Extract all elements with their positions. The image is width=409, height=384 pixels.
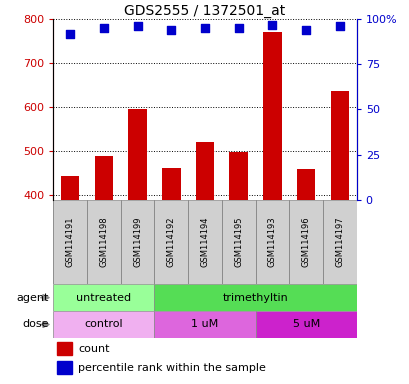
Title: GDS2555 / 1372501_at: GDS2555 / 1372501_at — [124, 4, 285, 18]
Text: 5 uM: 5 uM — [292, 319, 319, 329]
Bar — [162, 167, 180, 200]
Text: GSM114196: GSM114196 — [301, 217, 310, 267]
Bar — [154, 284, 356, 311]
Point — [302, 27, 309, 33]
Bar — [53, 311, 154, 338]
Bar — [94, 156, 113, 200]
Point — [134, 23, 141, 30]
Text: untreated: untreated — [76, 293, 131, 303]
Text: GSM114193: GSM114193 — [267, 217, 276, 267]
Bar — [188, 200, 221, 284]
Bar — [87, 200, 120, 284]
Bar — [61, 176, 79, 200]
Bar — [53, 284, 154, 311]
Bar — [154, 311, 255, 338]
Bar — [330, 91, 348, 200]
Bar — [128, 109, 146, 200]
Bar — [263, 32, 281, 200]
Text: GSM114195: GSM114195 — [234, 217, 243, 267]
Bar — [57, 361, 72, 374]
Bar — [195, 142, 214, 200]
Bar — [322, 200, 356, 284]
Bar — [289, 200, 322, 284]
Text: GSM114191: GSM114191 — [65, 217, 74, 267]
Text: percentile rank within the sample: percentile rank within the sample — [78, 363, 265, 373]
Text: 1 uM: 1 uM — [191, 319, 218, 329]
Bar — [296, 169, 315, 200]
Point — [336, 23, 342, 30]
Bar — [154, 200, 188, 284]
Text: dose: dose — [22, 319, 49, 329]
Bar — [255, 311, 356, 338]
Point — [100, 25, 107, 31]
Text: control: control — [84, 319, 123, 329]
Point — [268, 22, 275, 28]
Point — [201, 25, 208, 31]
Point — [168, 27, 174, 33]
Bar — [229, 152, 247, 200]
Bar — [255, 200, 289, 284]
Point — [235, 25, 241, 31]
Text: trimethyltin: trimethyltin — [222, 293, 288, 303]
Text: GSM114198: GSM114198 — [99, 217, 108, 267]
Text: GSM114192: GSM114192 — [166, 217, 175, 267]
Bar — [53, 200, 87, 284]
Text: GSM114199: GSM114199 — [133, 217, 142, 267]
Bar — [120, 200, 154, 284]
Point — [67, 31, 73, 37]
Text: agent: agent — [17, 293, 49, 303]
Text: GSM114197: GSM114197 — [335, 217, 344, 267]
Text: GSM114194: GSM114194 — [200, 217, 209, 267]
Bar — [221, 200, 255, 284]
Bar — [57, 342, 72, 355]
Text: count: count — [78, 344, 109, 354]
